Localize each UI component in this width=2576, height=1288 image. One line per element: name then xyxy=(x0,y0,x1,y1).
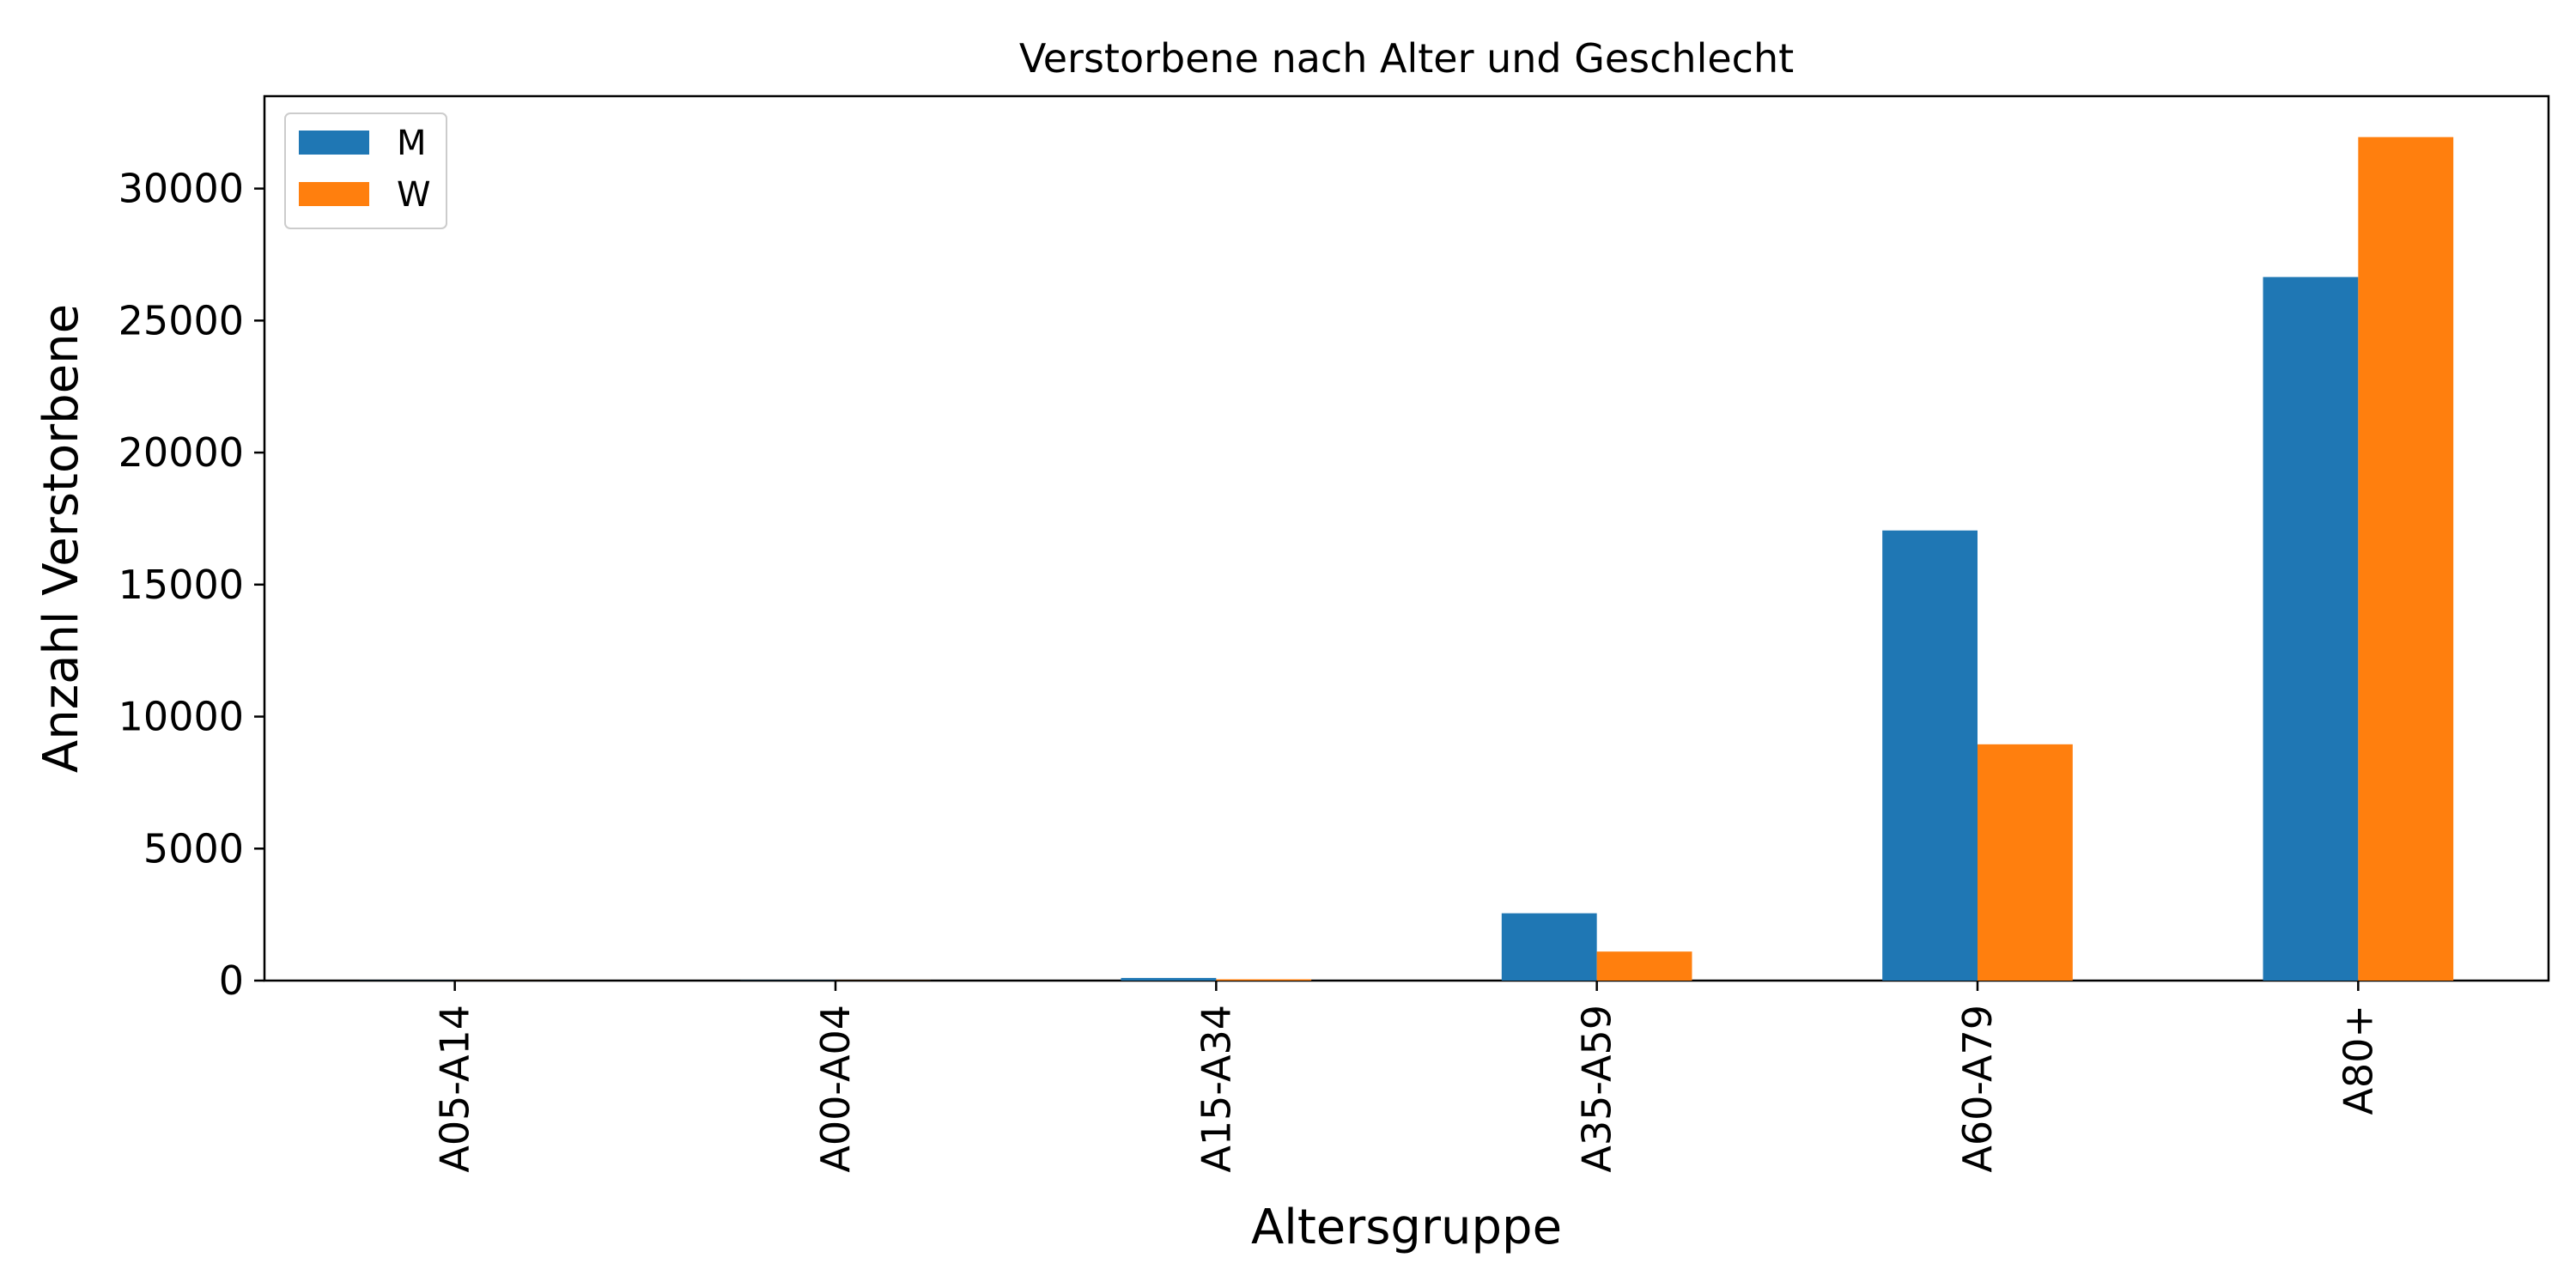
legend: MW xyxy=(284,112,447,229)
x-axis-label: Altersgruppe xyxy=(1251,1200,1562,1255)
bar-W-A60-A79 xyxy=(1978,744,2073,981)
x-tick-label: A00-A04 xyxy=(812,1005,859,1173)
bar-M-A80+ xyxy=(2263,276,2359,981)
x-tick-label: A60-A79 xyxy=(1954,1005,2001,1173)
y-tick-label: 20000 xyxy=(118,429,244,476)
plot-frame xyxy=(263,94,2550,982)
y-tick-label: 10000 xyxy=(118,694,244,740)
y-axis: 0 5000 10000 15000 20000 25000 30000 xyxy=(118,166,264,1004)
x-tick-label: A35-A59 xyxy=(1574,1005,1620,1173)
y-axis-label: Anzahl Verstorbene xyxy=(33,304,89,773)
x-tick-label: A15-A34 xyxy=(1193,1005,1239,1173)
bar-W-A80+ xyxy=(2358,137,2454,981)
y-tick-label: 0 xyxy=(219,957,244,1004)
bar-W-A35-A59 xyxy=(1596,951,1692,981)
x-tick-label: A80+ xyxy=(2335,1005,2381,1115)
y-tick-label: 30000 xyxy=(118,166,244,212)
bar-M-A60-A79 xyxy=(1882,530,1978,981)
bar-W-A15-A34 xyxy=(1216,979,1312,981)
bars-group xyxy=(359,137,2454,981)
x-axis: A05-A14 A00-A04 A15-A34 A35-A59 A60-A79 A80+ xyxy=(432,981,2381,1173)
y-tick-label: 25000 xyxy=(118,297,244,343)
chart-title: Verstorbene nach Alter und Geschlecht xyxy=(1019,35,1794,82)
plot-area xyxy=(263,94,2550,982)
bar-M-A35-A59 xyxy=(1501,913,1597,981)
x-tick-label: A05-A14 xyxy=(432,1005,478,1173)
y-tick-label: 15000 xyxy=(118,562,244,608)
legend-label-M: M xyxy=(397,124,427,163)
legend-label-W: W xyxy=(397,175,431,215)
y-tick-label: 5000 xyxy=(143,825,244,872)
legend-swatch-M xyxy=(299,131,369,155)
legend-swatch-W xyxy=(299,182,369,206)
bar-M-A15-A34 xyxy=(1121,977,1217,981)
